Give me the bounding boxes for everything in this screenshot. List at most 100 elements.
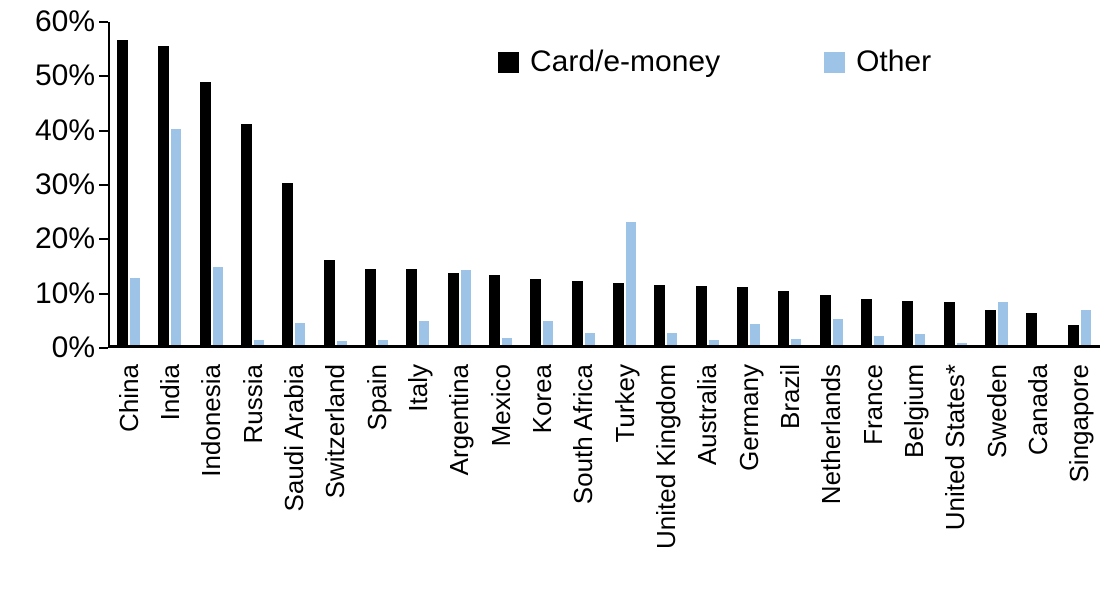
bar-other-france: [874, 336, 884, 345]
x-axis-label-argentina: Argentina: [439, 364, 480, 592]
bar-card-e-money-united-states: [943, 302, 955, 345]
y-axis-tick-40: [99, 129, 108, 132]
bar-group-china: [110, 22, 151, 345]
bar-group-sweden: [978, 22, 1019, 345]
x-axis-label-germany: Germany: [728, 364, 769, 592]
x-axis-label-text: Australia: [692, 364, 723, 466]
bar-group-south-africa: [565, 22, 606, 345]
x-axis-label-text: Belgium: [898, 364, 929, 458]
x-axis-label-france: France: [852, 364, 893, 592]
x-axis-label-text: Switzerland: [320, 364, 351, 499]
bar-other-sweden: [998, 302, 1008, 345]
x-axis-label-mexico: Mexico: [480, 364, 521, 592]
bar-card-e-money-turkey: [613, 282, 624, 345]
bar-other-united-states: [956, 342, 967, 345]
bar-card-e-money-mexico: [489, 274, 500, 345]
bar-group-switzerland: [317, 22, 358, 345]
x-axis-label-saudi-arabia: Saudi Arabia: [273, 364, 314, 592]
x-axis-label-spain: Spain: [356, 364, 397, 592]
bar-card-e-money-russia: [241, 124, 252, 345]
bar-other-korea: [543, 320, 554, 345]
bar-group-brazil: [771, 22, 812, 345]
y-axis-tick-0: [99, 347, 108, 349]
bar-other-belgium: [915, 334, 926, 345]
legend-swatch-card-e-money: [498, 51, 519, 73]
bar-group-argentina: [441, 22, 482, 345]
x-axis-label-text: France: [857, 364, 888, 445]
bar-group-canada: [1019, 22, 1060, 345]
x-axis-label-switzerland: Switzerland: [315, 364, 356, 592]
x-axis-label-text: Canada: [1022, 364, 1053, 456]
x-axis-label-text: Brazil: [774, 364, 805, 430]
x-axis-label-text: Italy: [402, 364, 433, 412]
x-axis-label-text: China: [113, 364, 144, 432]
x-axis-label-china: China: [108, 364, 149, 592]
bar-group-netherlands: [813, 22, 854, 345]
bar-card-e-money-argentina: [447, 272, 459, 345]
x-axis-label-italy: Italy: [397, 364, 438, 592]
bar-card-e-money-spain: [365, 268, 376, 345]
bar-card-e-money-saudi-arabia: [282, 183, 294, 345]
x-axis-label-text: Mexico: [485, 364, 516, 447]
x-axis-label-text: Spain: [361, 364, 392, 431]
bar-other-united-kingdom: [667, 332, 678, 345]
bar-card-e-money-korea: [530, 278, 542, 345]
bar-other-spain: [378, 339, 388, 345]
x-axis-label-united-states: United States*: [935, 364, 976, 592]
legend-label-other: Other: [856, 45, 932, 78]
bar-card-e-money-italy: [406, 269, 418, 345]
bar-group-germany: [730, 22, 771, 345]
bar-card-e-money-france: [861, 298, 872, 345]
y-axis-label-30: 30%: [34, 168, 95, 201]
y-axis-tick-60: [99, 21, 108, 23]
x-axis-label-brazil: Brazil: [769, 364, 810, 592]
bar-card-e-money-china: [117, 39, 128, 345]
x-axis-label-text: Netherlands: [816, 364, 847, 505]
bar-card-e-money-germany: [737, 287, 748, 345]
y-axis-label-0: 0%: [51, 331, 95, 364]
x-axis-label-united-kingdom: United Kingdom: [645, 364, 686, 592]
bar-group-united-kingdom: [647, 22, 688, 345]
x-axis-label-text: Singapore: [1064, 364, 1095, 483]
y-axis-tick-20: [99, 238, 108, 241]
bar-other-china: [130, 278, 140, 345]
legend-label-card-e-money: Card/e-money: [530, 45, 721, 78]
bar-other-saudi-arabia: [295, 323, 306, 345]
x-axis-label-text: Argentina: [444, 364, 475, 476]
bar-group-indonesia: [193, 22, 234, 345]
bar-group-saudi-arabia: [275, 22, 316, 345]
bar-group-mexico: [482, 22, 523, 345]
x-axis-label-text: United Kingdom: [650, 364, 681, 549]
x-axis-label-canada: Canada: [1017, 364, 1058, 592]
x-axis-label-south-africa: South Africa: [563, 364, 604, 592]
x-axis-label-korea: Korea: [521, 364, 562, 592]
bar-card-e-money-singapore: [1067, 324, 1079, 345]
x-axis-label-netherlands: Netherlands: [811, 364, 852, 592]
bar-other-italy: [419, 320, 430, 345]
x-axis-label-text: India: [154, 364, 185, 421]
y-axis-label-50: 50%: [34, 59, 95, 93]
x-axis-label-text: Germany: [733, 364, 764, 471]
bar-card-e-money-canada: [1026, 312, 1038, 345]
x-axis-label-text: Korea: [526, 364, 557, 434]
legend-swatch-other: [824, 51, 846, 73]
x-axis-label-indonesia: Indonesia: [191, 364, 232, 592]
bar-group-united-states: [937, 22, 978, 345]
bar-other-brazil: [791, 339, 802, 345]
bar-other-indonesia: [212, 266, 223, 345]
bar-other-turkey: [626, 222, 636, 345]
x-axis-label-belgium: Belgium: [893, 364, 934, 592]
bar-group-turkey: [606, 22, 647, 345]
bar-card-e-money-india: [158, 45, 170, 345]
bar-group-france: [854, 22, 895, 345]
bar-card-e-money-switzerland: [323, 260, 335, 345]
x-axis-label-text: Turkey: [609, 364, 640, 443]
x-axis-label-text: Saudi Arabia: [278, 364, 309, 512]
bar-card-e-money-australia: [695, 286, 707, 345]
bar-other-south-africa: [584, 332, 595, 345]
legend-item-card-e-money: Card/e-money: [498, 46, 720, 78]
x-axis-label-australia: Australia: [687, 364, 728, 592]
x-axis-label-text: South Africa: [568, 364, 599, 505]
x-axis-label-text: Indonesia: [196, 364, 227, 477]
bar-group-italy: [399, 22, 440, 345]
